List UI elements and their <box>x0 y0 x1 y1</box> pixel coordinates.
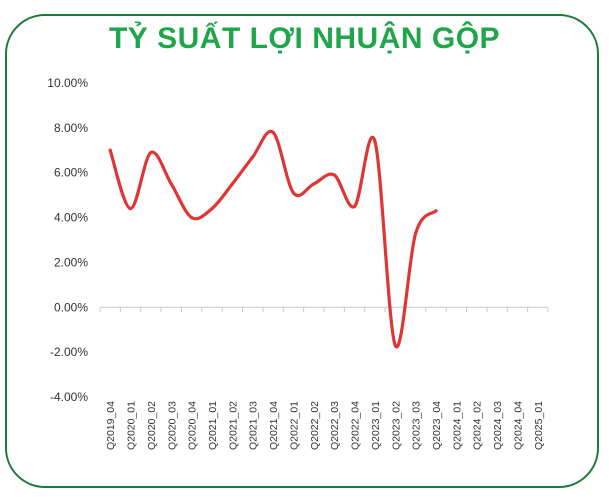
data-point <box>271 130 275 134</box>
x-tick-label: Q2022_04 <box>350 401 362 450</box>
x-tick-label: Q2021_01 <box>207 401 219 450</box>
x-tick-label: Q2023_01 <box>370 401 382 450</box>
x-tick-label: Q2020_02 <box>146 401 158 450</box>
x-tick-label: Q2024_03 <box>492 401 504 450</box>
x-tick-label: Q2023_02 <box>390 401 402 450</box>
data-point <box>373 139 377 143</box>
data-point <box>291 191 296 195</box>
data-point <box>149 150 153 155</box>
x-tick-label: Q2022_03 <box>329 401 341 450</box>
data-point <box>393 343 397 348</box>
y-tick-label: 4.00% <box>54 211 88 225</box>
x-tick-label: Q2020_03 <box>166 401 178 450</box>
data-point <box>414 231 418 235</box>
y-tick-label: 10.00% <box>47 76 88 90</box>
x-tick-label: Q2021_03 <box>248 401 260 450</box>
y-tick-label: 6.00% <box>54 166 88 180</box>
data-point <box>128 207 133 211</box>
y-tick-label: -4.00% <box>50 390 88 404</box>
data-point <box>434 209 438 213</box>
y-tick-label: 8.00% <box>54 121 88 135</box>
data-point <box>210 207 214 211</box>
y-tick-label: 2.00% <box>54 255 88 269</box>
x-tick-label: Q2020_01 <box>126 401 138 450</box>
x-tick-label: Q2023_04 <box>431 401 443 450</box>
x-tick-label: Q2024_04 <box>512 401 524 450</box>
data-point <box>312 182 316 186</box>
x-tick-label: Q2025_01 <box>533 401 545 450</box>
chart-frame <box>5 14 599 488</box>
y-tick-label: 0.00% <box>54 300 88 314</box>
chart-title: TỶ SUẤT LỢI NHUẬN GỘP <box>108 22 501 55</box>
data-point <box>352 204 357 208</box>
x-tick-label: Q2019_04 <box>105 401 117 450</box>
series-line <box>108 129 438 349</box>
data-point <box>190 215 194 220</box>
data-point <box>251 155 255 159</box>
data-point <box>169 182 173 186</box>
data-point <box>108 148 112 152</box>
data-point <box>230 182 234 186</box>
x-tick-label: Q2020_04 <box>187 401 199 450</box>
y-tick-label: -2.00% <box>50 345 88 359</box>
x-tick-label: Q2022_02 <box>309 401 321 450</box>
x-tick-label: Q2024_02 <box>472 401 484 450</box>
x-tick-label: Q2021_02 <box>227 401 239 450</box>
x-tick-label: Q2022_01 <box>288 401 300 450</box>
x-tick-label: Q2024_01 <box>451 401 463 450</box>
x-tick-label: Q2023_03 <box>411 401 423 450</box>
x-tick-label: Q2021_04 <box>268 401 280 450</box>
data-point <box>332 173 336 177</box>
